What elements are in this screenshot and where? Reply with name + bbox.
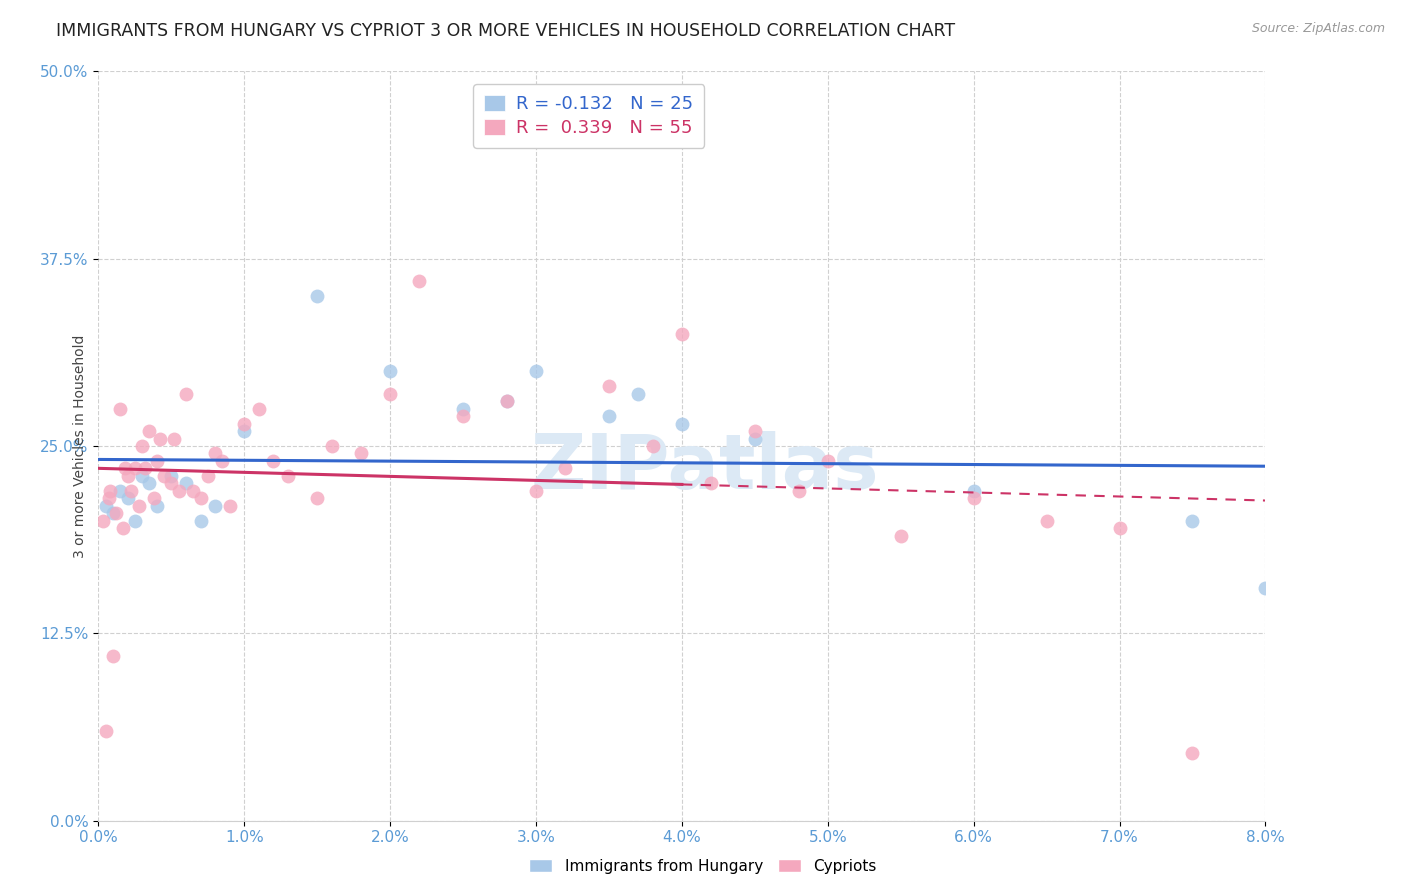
Legend: Immigrants from Hungary, Cypriots: Immigrants from Hungary, Cypriots [523, 853, 883, 880]
Point [97, 491, 120, 506]
Point [380, 386, 402, 401]
Point [124, 514, 146, 528]
Point [524, 364, 547, 378]
Point [94, 723, 117, 738]
Point [112, 521, 135, 535]
Point [114, 461, 136, 475]
Point [117, 491, 139, 506]
Point [247, 401, 270, 416]
Point [211, 454, 233, 468]
Point [496, 394, 519, 409]
Point [744, 424, 766, 438]
Point [554, 461, 576, 475]
Point [1254, 582, 1277, 596]
Point [149, 432, 172, 446]
Point [91, 514, 114, 528]
Point [101, 507, 124, 521]
Point [131, 469, 153, 483]
Point [138, 424, 160, 438]
Point [451, 401, 474, 416]
Point [817, 454, 839, 468]
Point [1035, 514, 1057, 528]
Point [104, 507, 127, 521]
Point [138, 476, 160, 491]
Point [110, 483, 132, 498]
Point [153, 469, 176, 483]
Point [598, 379, 620, 393]
Point [641, 439, 664, 453]
Point [190, 514, 212, 528]
Point [174, 476, 197, 491]
Point [744, 432, 766, 446]
Y-axis label: 3 or more Vehicles in Household: 3 or more Vehicles in Household [73, 334, 87, 558]
Point [962, 491, 984, 506]
Text: IMMIGRANTS FROM HUNGARY VS CYPRIOT 3 OR MORE VEHICLES IN HOUSEHOLD CORRELATION C: IMMIGRANTS FROM HUNGARY VS CYPRIOT 3 OR … [56, 22, 955, 40]
Point [700, 476, 723, 491]
Point [598, 409, 620, 423]
Point [1108, 521, 1130, 535]
Point [277, 469, 299, 483]
Point [117, 469, 139, 483]
Point [160, 476, 183, 491]
Point [204, 446, 226, 460]
Point [524, 483, 547, 498]
Point [307, 289, 329, 303]
Point [174, 386, 197, 401]
Point [134, 461, 156, 475]
Point [181, 483, 204, 498]
Point [496, 394, 519, 409]
Text: ZIPatlas: ZIPatlas [531, 432, 880, 506]
Point [408, 274, 430, 288]
Text: Source: ZipAtlas.com: Source: ZipAtlas.com [1251, 22, 1385, 36]
Point [451, 409, 474, 423]
Point [627, 386, 650, 401]
Legend: R = -0.132   N = 25, R =  0.339   N = 55: R = -0.132 N = 25, R = 0.339 N = 55 [472, 84, 704, 148]
Point [197, 469, 219, 483]
Point [890, 529, 912, 543]
Point [110, 401, 132, 416]
Point [262, 454, 284, 468]
Point [163, 432, 186, 446]
Point [233, 417, 256, 431]
Point [671, 326, 693, 341]
Point [307, 491, 329, 506]
Point [1181, 514, 1204, 528]
Point [94, 499, 117, 513]
Point [128, 499, 150, 513]
Point [146, 454, 169, 468]
Point [98, 483, 121, 498]
Point [671, 417, 693, 431]
Point [218, 499, 240, 513]
Point [131, 439, 153, 453]
Point [160, 469, 183, 483]
Point [146, 499, 169, 513]
Point [124, 461, 146, 475]
Point [120, 483, 142, 498]
Point [1181, 746, 1204, 760]
Point [350, 446, 373, 460]
Point [167, 483, 190, 498]
Point [321, 439, 343, 453]
Point [233, 424, 256, 438]
Point [101, 648, 124, 663]
Point [962, 483, 984, 498]
Point [380, 364, 402, 378]
Point [204, 499, 226, 513]
Point [190, 491, 212, 506]
Point [142, 491, 165, 506]
Point [787, 483, 810, 498]
